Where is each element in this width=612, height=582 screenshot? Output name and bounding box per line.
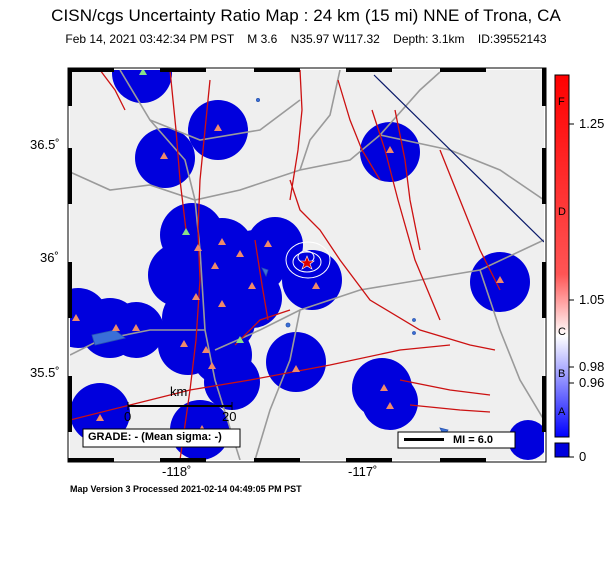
station-triangle-icon: [248, 282, 256, 289]
y-tick-label: 36˚: [40, 250, 59, 265]
station-triangle-icon: [386, 402, 394, 409]
boundary-line: [373, 74, 544, 243]
colorbar-tick: 1.25: [579, 116, 605, 131]
station-triangle-icon: [160, 152, 168, 159]
scale-right: 20: [222, 409, 237, 424]
scale-left: 0: [124, 409, 132, 424]
mi-legend: [397, 431, 516, 449]
map-frame: [67, 67, 547, 463]
map-title: CISN/cgs Uncertainty Ratio Map : 24 km (…: [51, 6, 561, 25]
x-tick-label: -117˚: [348, 464, 378, 479]
colorbar-tick: 1.05: [579, 292, 605, 307]
uncertainty-halos: [70, 70, 544, 460]
colorbar-tick: 0: [579, 449, 587, 464]
station-triangle-icon: [72, 314, 80, 321]
event-info: Feb 14, 2021 03:42:34 PM PST M 3.6 N35.9…: [65, 32, 547, 46]
station-triangle-icon: [386, 146, 394, 153]
scale-unit: km: [170, 384, 188, 399]
grade-label: GRADE: - (Mean sigma: -): [88, 431, 222, 443]
station-triangle-icon: [264, 240, 272, 247]
station-triangle-icon: [218, 300, 226, 307]
water-bodies: [91, 98, 449, 437]
y-tick-label: 35.5˚: [30, 365, 60, 380]
station-triangle-icon: [112, 324, 120, 331]
stations: [72, 70, 504, 432]
grade-letter: D: [558, 206, 566, 218]
grade-letter: C: [558, 326, 566, 338]
scale-bar: [127, 402, 233, 410]
station-triangle-icon: [180, 340, 188, 347]
station-triangle-icon: [380, 384, 388, 391]
station-triangle-icon: [208, 362, 216, 369]
station-triangle-icon: [202, 346, 210, 353]
grade-letter: F: [558, 96, 565, 108]
station-triangle-icon: [139, 70, 147, 75]
station-triangle-icon: [182, 228, 190, 235]
station-triangle-icon: [496, 276, 504, 283]
station-triangle-icon: [194, 244, 202, 251]
roads: [70, 70, 544, 460]
epicenter-star-icon: [299, 255, 315, 270]
y-tick-label: 36.5˚: [30, 137, 60, 152]
station-triangle-icon: [96, 414, 104, 421]
station-triangle-icon: [236, 250, 244, 257]
grade-letter: A: [558, 406, 566, 418]
station-triangle-icon: [218, 238, 226, 245]
station-triangle-icon: [192, 293, 200, 300]
colorbar: [554, 74, 574, 458]
grade-box: [82, 428, 241, 448]
station-triangle-icon: [211, 262, 219, 269]
x-tick-label: -118˚: [162, 464, 192, 479]
station-triangle-icon: [236, 336, 244, 343]
station-triangle-icon: [132, 324, 140, 331]
station-triangle-icon: [312, 282, 320, 289]
mi-label: MI = 6.0: [453, 434, 494, 446]
map-area: [70, 70, 544, 460]
grade-letter: B: [558, 368, 566, 380]
station-triangle-icon: [214, 124, 222, 131]
station-triangle-icon: [292, 365, 300, 372]
colorbar-tick: 0.96: [579, 375, 605, 390]
colorbar-tick: 0.98: [579, 359, 605, 374]
footer-processed: Map Version 3 Processed 2021-02-14 04:49…: [70, 484, 302, 494]
